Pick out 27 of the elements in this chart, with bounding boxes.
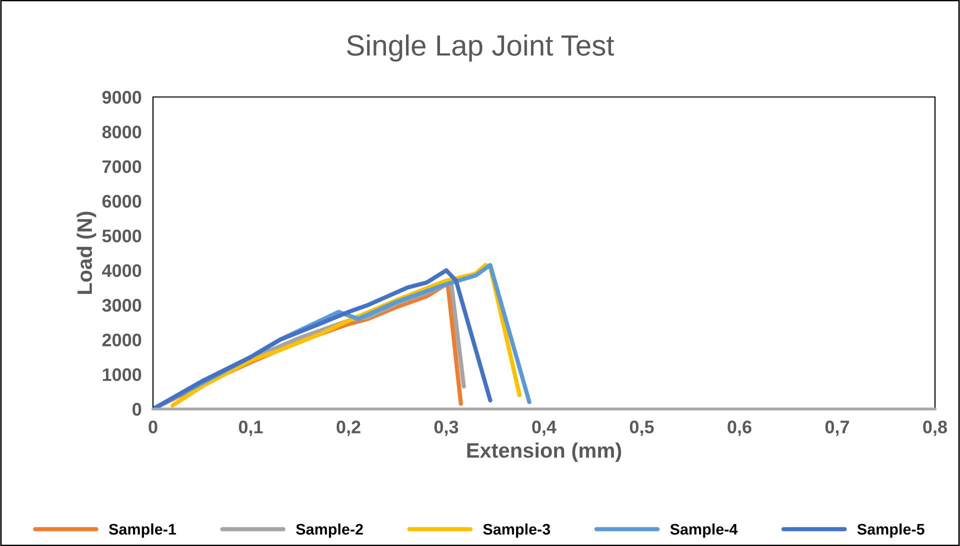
y-tick-label: 5000 (102, 230, 142, 242)
x-tick-label: 0,4 (532, 420, 556, 436)
x-axis-title: Extension (mm) (467, 442, 622, 462)
y-tick-label: 1000 (102, 368, 142, 382)
x-tick-label: 0,8 (923, 420, 947, 436)
y-tick-label: 0 (132, 402, 142, 416)
y-tick-label: 6000 (102, 194, 142, 208)
legend-label: Sample-5 (857, 523, 924, 538)
y-tick-label: 2000 (102, 334, 142, 346)
y-axis-title: Load (N) (76, 212, 96, 294)
x-tick-label: 0,1 (238, 420, 263, 436)
legend-label: Sample-3 (483, 523, 550, 538)
chart-title: Single Lap Joint Test (347, 34, 614, 62)
y-tick-label: 7000 (102, 160, 142, 174)
x-tick-label: 0,3 (434, 420, 458, 436)
x-tick-label: 0,2 (336, 420, 360, 436)
y-tick-label: 3000 (102, 298, 142, 312)
legend-label: Sample-1 (108, 523, 176, 538)
x-tick-label: 0,6 (728, 420, 752, 436)
y-tick-label: 4000 (102, 264, 142, 278)
y-tick-label: 8000 (102, 126, 142, 138)
legend-label: Sample-4 (670, 523, 738, 538)
x-tick-label: 0 (148, 420, 158, 434)
y-tick-label: 9000 (102, 90, 142, 104)
legend-label: Sample-2 (296, 523, 363, 538)
x-tick-label: 0,7 (825, 420, 850, 436)
x-tick-label: 0,5 (630, 420, 654, 436)
